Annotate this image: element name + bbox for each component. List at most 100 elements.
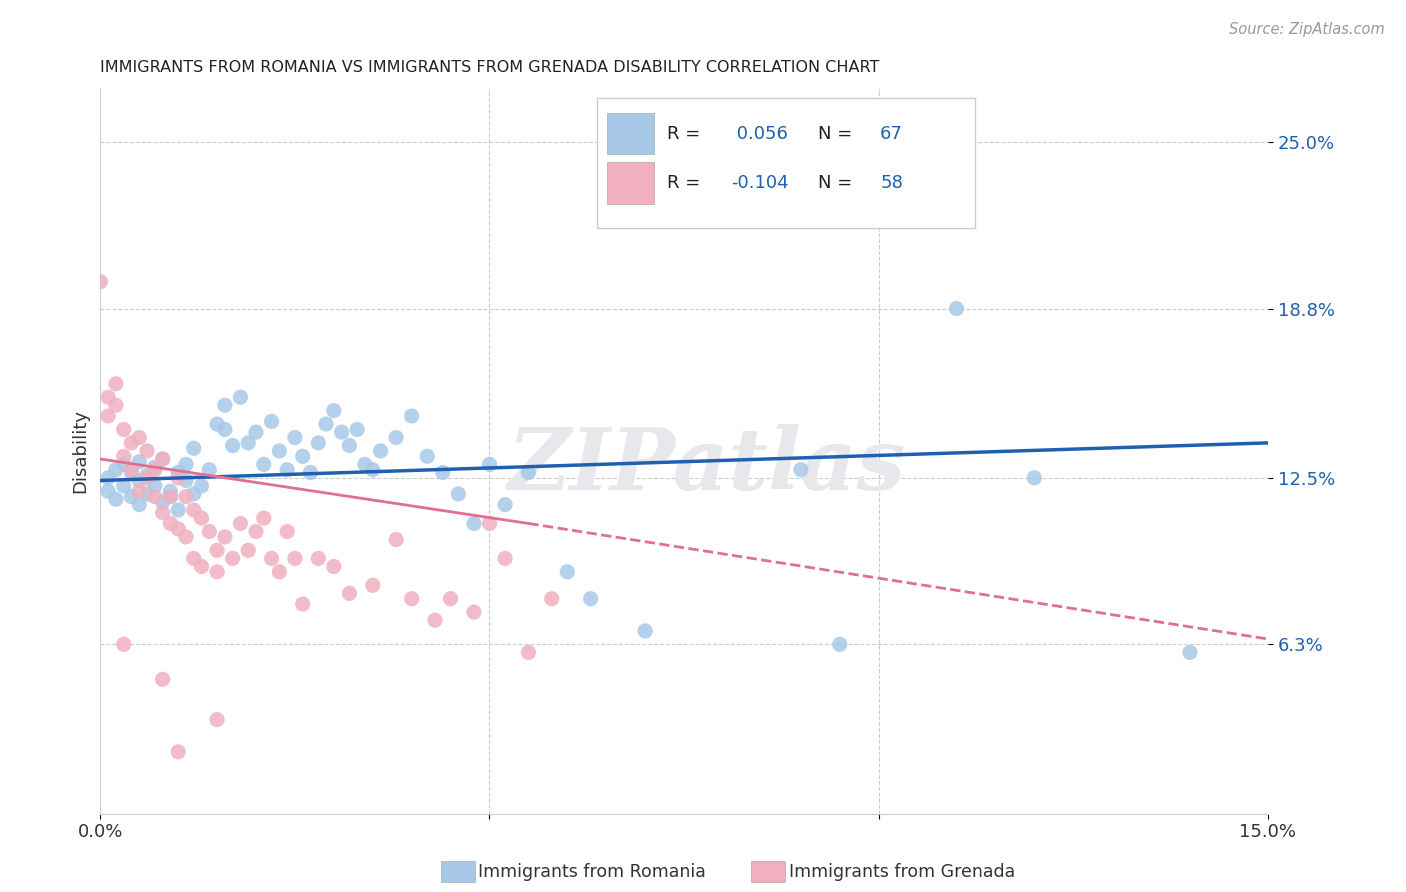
Point bbox=[167, 745, 190, 759]
Point bbox=[104, 492, 127, 507]
Point bbox=[190, 511, 212, 525]
Point bbox=[136, 444, 159, 458]
Point bbox=[354, 458, 377, 472]
Point bbox=[112, 637, 135, 651]
Point bbox=[167, 503, 190, 517]
Point bbox=[214, 422, 236, 436]
Point bbox=[557, 565, 579, 579]
Point bbox=[159, 516, 181, 531]
Point bbox=[205, 565, 228, 579]
Point bbox=[152, 673, 174, 687]
Point bbox=[361, 463, 384, 477]
Point bbox=[97, 484, 120, 499]
Point bbox=[97, 409, 120, 423]
Point bbox=[112, 458, 135, 472]
Point bbox=[104, 398, 127, 412]
Point bbox=[385, 533, 408, 547]
Point bbox=[167, 522, 190, 536]
Point bbox=[143, 490, 166, 504]
Point bbox=[143, 463, 166, 477]
Point bbox=[143, 460, 166, 475]
Point bbox=[97, 390, 120, 404]
Point bbox=[97, 471, 120, 485]
Point bbox=[284, 430, 307, 444]
FancyBboxPatch shape bbox=[607, 113, 654, 154]
Point bbox=[167, 471, 190, 485]
Text: ZIPatlas: ZIPatlas bbox=[509, 424, 907, 508]
Point bbox=[260, 414, 283, 428]
FancyBboxPatch shape bbox=[607, 162, 654, 203]
Point bbox=[174, 474, 197, 488]
Point bbox=[190, 559, 212, 574]
Point bbox=[291, 450, 314, 464]
Point bbox=[291, 597, 314, 611]
Point bbox=[167, 466, 190, 480]
Text: 67: 67 bbox=[880, 125, 903, 143]
Point bbox=[1024, 471, 1046, 485]
Point bbox=[478, 458, 501, 472]
Point bbox=[89, 275, 111, 289]
Point bbox=[253, 458, 276, 472]
Point bbox=[104, 376, 127, 391]
Point bbox=[269, 444, 291, 458]
Point bbox=[1178, 645, 1201, 659]
Point bbox=[205, 543, 228, 558]
Point bbox=[121, 466, 143, 480]
Point bbox=[432, 466, 454, 480]
Point bbox=[307, 551, 329, 566]
Point bbox=[370, 444, 392, 458]
Point bbox=[299, 466, 322, 480]
Point bbox=[205, 417, 228, 431]
Point bbox=[174, 458, 197, 472]
Point bbox=[214, 530, 236, 544]
Point bbox=[121, 435, 143, 450]
Point bbox=[238, 435, 260, 450]
Point bbox=[828, 637, 851, 651]
Point bbox=[214, 398, 236, 412]
Point bbox=[229, 390, 252, 404]
Point bbox=[322, 403, 344, 417]
Point bbox=[330, 425, 353, 439]
Point bbox=[322, 559, 344, 574]
Text: 0.056: 0.056 bbox=[731, 125, 787, 143]
Text: R =: R = bbox=[666, 174, 706, 193]
Point bbox=[276, 524, 298, 539]
Point bbox=[238, 543, 260, 558]
Text: 58: 58 bbox=[880, 174, 903, 193]
Point bbox=[121, 463, 143, 477]
Point bbox=[307, 435, 329, 450]
Point bbox=[439, 591, 461, 606]
Point bbox=[190, 479, 212, 493]
Y-axis label: Disability: Disability bbox=[72, 409, 89, 493]
Point bbox=[579, 591, 602, 606]
Point bbox=[159, 490, 181, 504]
Point bbox=[634, 624, 657, 638]
Point bbox=[159, 490, 181, 504]
Point bbox=[416, 450, 439, 464]
Point bbox=[269, 565, 291, 579]
Text: N =: N = bbox=[818, 174, 858, 193]
Point bbox=[339, 586, 361, 600]
Point bbox=[790, 463, 813, 477]
FancyBboxPatch shape bbox=[596, 98, 974, 227]
Text: N =: N = bbox=[818, 125, 858, 143]
Point bbox=[253, 511, 276, 525]
Point bbox=[152, 495, 174, 509]
Point bbox=[128, 474, 150, 488]
Point bbox=[112, 422, 135, 436]
Point bbox=[183, 551, 205, 566]
Point bbox=[229, 516, 252, 531]
Point bbox=[128, 455, 150, 469]
Point bbox=[385, 430, 408, 444]
Point bbox=[494, 498, 516, 512]
Point bbox=[945, 301, 967, 316]
Point bbox=[128, 430, 150, 444]
Point bbox=[221, 551, 243, 566]
Point bbox=[339, 439, 361, 453]
Point bbox=[517, 466, 540, 480]
Point bbox=[478, 516, 501, 531]
Point bbox=[361, 578, 384, 592]
Point bbox=[143, 479, 166, 493]
Text: IMMIGRANTS FROM ROMANIA VS IMMIGRANTS FROM GRENADA DISABILITY CORRELATION CHART: IMMIGRANTS FROM ROMANIA VS IMMIGRANTS FR… bbox=[100, 60, 880, 75]
Point bbox=[346, 422, 368, 436]
